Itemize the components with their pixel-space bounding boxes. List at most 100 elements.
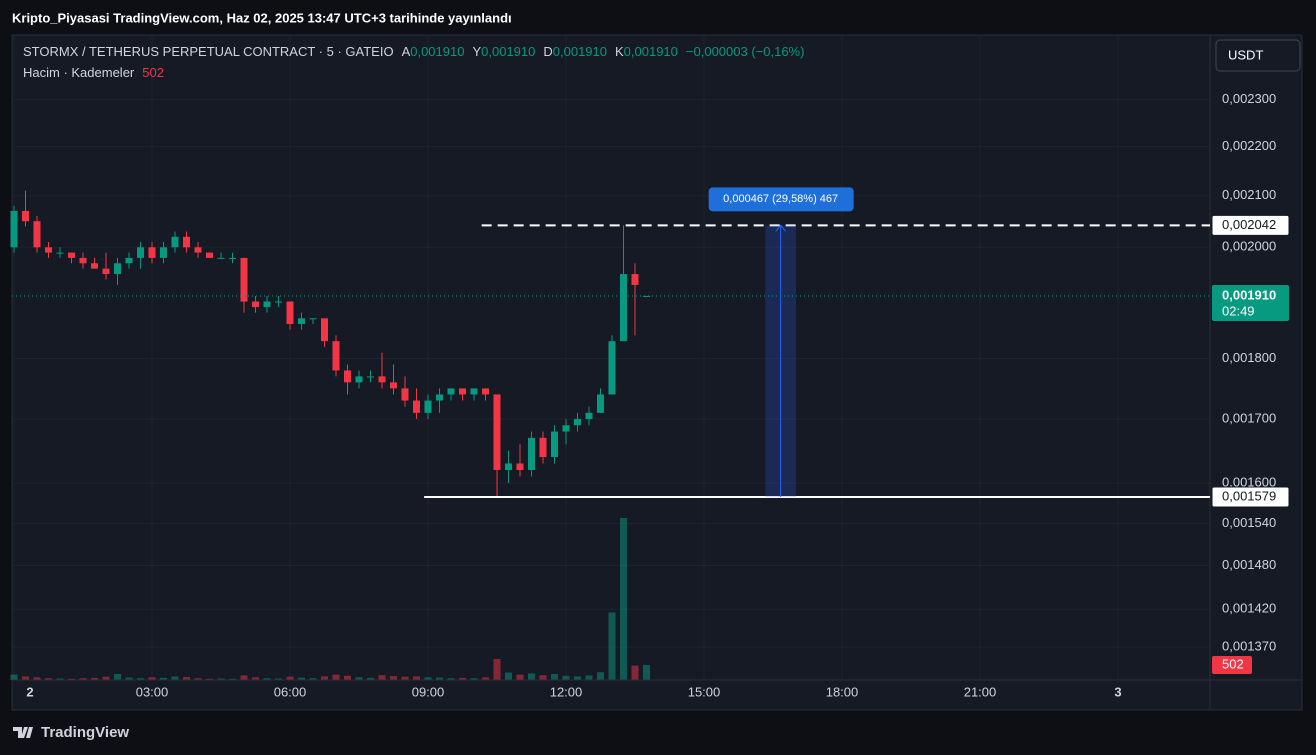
candle-body [631, 274, 639, 285]
legend-ohlc-value: 0,001910 [410, 44, 464, 59]
volume-badge-label: 502 [1222, 656, 1244, 671]
candle-body [562, 425, 570, 432]
candle-body [148, 247, 156, 258]
line-price-badge [1211, 486, 1290, 508]
candle-body [493, 394, 501, 470]
candle-body [367, 376, 374, 378]
candle-body [194, 247, 202, 253]
candle-body [505, 463, 512, 470]
legend-ohlc-key: A [402, 44, 411, 59]
volume-bar [125, 677, 133, 680]
volume-bar [321, 676, 328, 680]
line-price-badge [1211, 214, 1290, 236]
volume-bar [424, 677, 432, 680]
legend-ohlc-value: 0,001910 [624, 44, 678, 59]
plot-area [10, 35, 1210, 680]
volume-bar [505, 672, 512, 680]
candle-body [206, 252, 213, 258]
candle-body [470, 388, 478, 395]
y-tick-label: 0,002100 [1222, 187, 1276, 202]
candle-body [298, 318, 305, 324]
x-tick-label: 06:00 [274, 684, 307, 699]
volume-bar [390, 676, 397, 680]
y-tick-label: 0,002200 [1222, 138, 1276, 153]
volume-bar [275, 678, 282, 680]
volume-bar [56, 678, 64, 680]
brand-icon [13, 727, 33, 738]
candle-body [263, 301, 271, 308]
candle-body [217, 257, 225, 259]
volume-bar [482, 677, 489, 680]
volume-bar [562, 675, 570, 680]
candle-body [643, 295, 650, 297]
legend-row: STORMX / TETHERUS PERPETUAL CONTRACT · 5… [23, 44, 804, 59]
volume-bar [114, 674, 121, 680]
brand-logo: TradingView [13, 724, 129, 741]
volume-bar [631, 665, 639, 680]
volume-badge [1212, 655, 1252, 674]
volume-bar [367, 677, 374, 680]
candle-body [424, 400, 432, 413]
legend-volume-value: 502 [142, 65, 164, 80]
y-tick-label: 0,002300 [1222, 91, 1276, 106]
volume-bar [597, 672, 604, 680]
volume-bar [574, 676, 581, 680]
candle-body [56, 252, 64, 254]
volume-bar [620, 518, 627, 680]
legend-ohlc-key: K [615, 44, 624, 59]
volume-bar [332, 674, 340, 680]
volume-bar [45, 678, 52, 680]
legend-row: Hacim · Kademeler 502 [23, 65, 164, 80]
candle-body [436, 394, 443, 401]
volume-bar [551, 674, 558, 680]
volume-bar [344, 675, 351, 680]
candle-body [160, 247, 167, 258]
volume-bar [217, 678, 225, 680]
candle-body [309, 318, 317, 320]
volume-bar [298, 677, 305, 680]
candle-body [482, 388, 489, 395]
y-tick-label: 0,001370 [1222, 639, 1276, 654]
volume-bar [436, 677, 443, 680]
y-tick-label: 0,001700 [1222, 410, 1276, 425]
candle-body [91, 263, 98, 269]
candle-body [551, 431, 558, 458]
volume-bar [355, 677, 363, 680]
legend-ohlc-key: Y [472, 44, 481, 59]
volume-bar [252, 677, 259, 680]
volume-bar [286, 676, 294, 680]
volume-bar [309, 678, 317, 680]
x-tick-label: 03:00 [136, 684, 169, 699]
chart-panel [11, 34, 1303, 711]
price-label: 0,001910 [1222, 287, 1276, 302]
volume-bar [493, 659, 501, 680]
volume-bar [263, 678, 271, 680]
x-tick-label: 18:00 [826, 684, 859, 699]
volume-bar [229, 678, 236, 680]
candle-body [401, 388, 409, 401]
currency-button[interactable] [1215, 39, 1301, 72]
candle-body [574, 419, 581, 426]
volume-bar [194, 678, 202, 680]
candle-body [252, 301, 259, 308]
volume-bar [160, 677, 167, 680]
volume-bar [91, 677, 98, 680]
candle-body [447, 388, 455, 395]
x-tick-label: 09:00 [412, 684, 445, 699]
y-tick-label: 0,001480 [1222, 557, 1276, 572]
price-countdown: 02:49 [1222, 303, 1255, 318]
candle-body [355, 376, 363, 383]
y-tick-label: 0,001600 [1222, 475, 1276, 490]
currency-label[interactable]: USDT [1228, 47, 1263, 62]
legend-ohlc-key: D [543, 44, 552, 59]
volume-bar [240, 675, 248, 680]
legend-symbol: STORMX / TETHERUS PERPETUAL CONTRACT · 5… [23, 44, 394, 59]
volume-bar [137, 678, 144, 680]
candle-body [516, 463, 524, 470]
volume-bar [470, 678, 478, 680]
volume-bar [447, 678, 455, 680]
line-price-label: 0,002042 [1222, 217, 1276, 232]
candle-body [597, 394, 604, 413]
header-title: Kripto_Piyasasi TradingView.com, Haz 02,… [12, 10, 512, 25]
